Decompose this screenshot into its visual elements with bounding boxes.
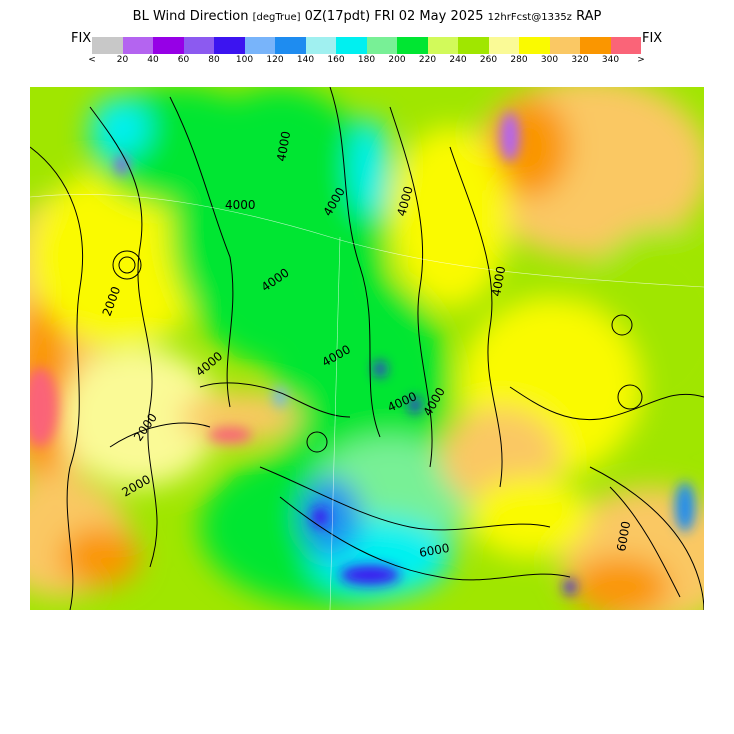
color-swatch: [488, 37, 519, 54]
contour-label: 6000: [418, 541, 451, 560]
contour-ring: [118, 256, 136, 274]
title-units: [degTrue]: [252, 12, 301, 23]
color-swatch: [305, 37, 336, 54]
title-forecast: 12hrFcst@1335z: [487, 12, 572, 23]
color-scale-ticks: <20 40 60 80 100 120 140 160 180 200 220 240 260 280 3…: [88, 55, 645, 67]
color-swatch: [336, 37, 367, 54]
color-swatch: [153, 37, 184, 54]
fix-right-label: FIX: [642, 31, 663, 46]
title-time: 0Z(17pdt): [304, 9, 371, 24]
contour-line: [509, 386, 704, 421]
color-swatch: [183, 37, 214, 54]
color-scale-tick-label: 40: [147, 55, 159, 65]
title-field: BL Wind Direction: [132, 9, 249, 24]
state-boundary: [329, 236, 341, 610]
contour-line: [449, 146, 503, 488]
map-canvas: 4000400040004000600020002000400040006000…: [30, 87, 704, 610]
contour-line: [589, 466, 704, 610]
color-swatch: [519, 37, 550, 54]
color-swatch: [397, 37, 428, 54]
color-scale-tick-label: 120: [266, 55, 284, 65]
contour-ring: [112, 250, 142, 280]
contour-ring: [611, 314, 633, 336]
color-swatch: [427, 37, 458, 54]
color-scale-tick-label: 220: [418, 55, 437, 65]
contour-line: [389, 106, 433, 468]
color-scale-tick-label: 340: [601, 55, 620, 65]
color-swatch: [549, 37, 580, 54]
color-scale-tick-label: 260: [479, 55, 498, 65]
map-title: BL Wind Direction [degTrue] 0Z(17pdt) FR…: [0, 9, 734, 24]
contour-line: [89, 106, 158, 568]
color-swatch: [92, 37, 123, 54]
color-swatch: [458, 37, 489, 54]
wind-direction-highlights: [30, 112, 695, 595]
color-scale-tick-label: 100: [235, 55, 254, 65]
contour-line: [109, 422, 211, 448]
contour-label: 4000: [489, 265, 508, 298]
color-swatch: [610, 37, 641, 54]
color-swatch: [214, 37, 245, 54]
contour-line: [259, 466, 551, 531]
contour-line: [30, 146, 84, 610]
color-swatch: [580, 37, 611, 54]
color-scale-tick-label: 60: [177, 55, 190, 65]
color-scale-tick-label: 280: [510, 55, 528, 65]
color-swatch: [275, 37, 306, 54]
title-date: FRI 02 May 2025: [374, 9, 484, 24]
wind-direction-fill: [30, 87, 704, 610]
fix-left-label: FIX: [71, 31, 92, 46]
color-scale-tick-label: >: [637, 55, 645, 65]
color-swatch: [244, 37, 275, 54]
contour-label: 4000: [274, 130, 293, 163]
color-scale-tick-label: 300: [540, 55, 559, 65]
color-scale-tick-label: 160: [327, 55, 345, 65]
contour-label: 4000: [225, 198, 256, 212]
contour-line: [169, 96, 234, 408]
color-scale-tick-label: 200: [388, 55, 406, 65]
color-swatch: [366, 37, 397, 54]
title-model: RAP: [576, 9, 602, 24]
contour-line: [279, 496, 571, 581]
color-scale-tick-label: 180: [357, 55, 376, 65]
color-scale-tick-label: 80: [208, 55, 220, 65]
color-swatch: [122, 37, 153, 54]
contour-ring: [306, 431, 328, 453]
color-scale-tick-label: 140: [296, 55, 315, 65]
terrain-contours: [30, 87, 704, 610]
color-scale-tick-label: 20: [116, 55, 129, 65]
color-scale-tick-label: <: [88, 55, 96, 65]
contour-label: 6000: [614, 520, 633, 553]
contour-line: [199, 382, 351, 418]
contour-line: [329, 87, 381, 438]
contour-ring: [617, 384, 643, 410]
color-scale-tick-label: 240: [449, 55, 467, 65]
color-scale-tick-label: 320: [571, 55, 589, 65]
contour-line: [609, 486, 681, 598]
wind-direction-map: 4000 4000 4000 4000 6000 2000 2000 4000 4000 6000…: [30, 87, 704, 610]
state-boundary: [30, 194, 704, 288]
color-scale: [92, 37, 641, 54]
